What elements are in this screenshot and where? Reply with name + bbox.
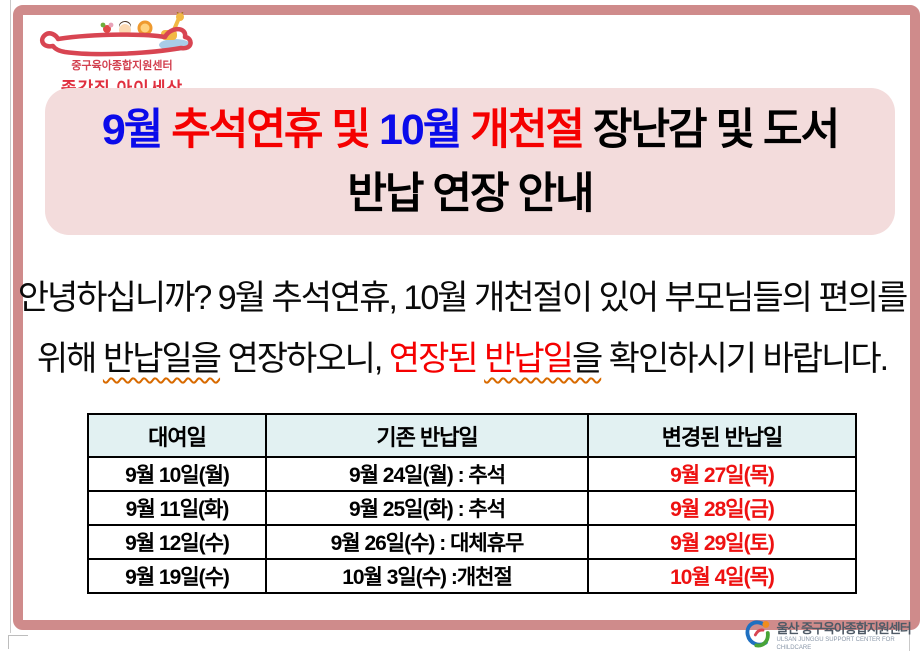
footer-center-subtitle: ULSAN JUNGGU SUPPORT CENTER FOR CHILDCAR… xyxy=(776,637,895,651)
greeting-highlight-wavy: 반납일 xyxy=(484,340,574,378)
cell-changed: 9월 28일(금) xyxy=(587,490,857,526)
mascot-boat-illustration xyxy=(40,10,193,57)
page-edge-line-right xyxy=(909,616,910,651)
cell-changed: 10월 4일(목) xyxy=(587,558,857,594)
cell-changed: 9월 29일(토) xyxy=(587,524,857,560)
greeting-line2-mid: 연장하오니, xyxy=(220,340,389,378)
page-corner-mark xyxy=(8,635,28,649)
title-segment-items: 장난감 및 도서 xyxy=(582,105,840,154)
cell-original: 9월 26일(수) : 대체휴무 xyxy=(265,524,589,560)
cell-rental: 9월 19일(수) xyxy=(87,558,267,594)
center-swirl-icon xyxy=(745,620,770,648)
table-row: 9월 11일(화) 9월 25일(화) : 추석 9월 28일(금) xyxy=(87,490,857,526)
greeting-line2-pre: 위해 xyxy=(36,340,103,378)
cell-rental: 9월 11일(화) xyxy=(87,490,267,526)
table-header-row: 대여일 기존 반납일 변경된 반납일 xyxy=(87,413,857,458)
cell-original: 10월 3일(수) :개천절 xyxy=(265,558,589,594)
header-original-return: 기존 반납일 xyxy=(265,413,589,458)
return-schedule-table: 대여일 기존 반납일 변경된 반납일 9월 10일(월) 9월 24일(월) :… xyxy=(87,413,857,594)
footer-text: 울산 중구육아종합지원센터 ULSAN JUNGGU SUPPORT CENTE… xyxy=(777,622,924,652)
footer-center-logo: 울산 중구육아종합지원센터 ULSAN JUNGGU SUPPORT CENTE… xyxy=(742,617,924,652)
header-rental-date: 대여일 xyxy=(87,413,267,458)
table-row: 9월 19일(수) 10월 3일(수) :개천절 10월 4일(목) xyxy=(87,558,857,594)
cell-rental: 9월 10일(월) xyxy=(87,456,267,492)
footer-center-name: 울산 중구육아종합지원센터 xyxy=(776,621,912,636)
greeting-line2-wavy: 반납일을 xyxy=(102,340,222,378)
title-banner: 9월 추석연휴 및 10월 개천절 장난감 및 도서 반납 연장 안내 xyxy=(45,88,895,235)
cell-changed: 9월 27일(목) xyxy=(587,456,857,492)
greeting-paragraph: 안녕하십니까? 9월 추석연휴, 10월 개천절이 있어 부모님들의 편의를 위… xyxy=(0,268,924,390)
cell-rental: 9월 12일(수) xyxy=(87,524,267,560)
title-segment-chuseok: 추석연휴 및 xyxy=(171,105,379,154)
title-segment-month9: 9월 xyxy=(101,105,172,154)
greeting-line-1: 안녕하십니까? 9월 추석연휴, 10월 개천절이 있어 부모님들의 편의를 xyxy=(17,279,909,317)
table-row: 9월 12일(수) 9월 26일(수) : 대체휴무 9월 29일(토) xyxy=(87,524,857,560)
title-line-1: 9월 추석연휴 및 10월 개천절 장난감 및 도서 xyxy=(101,98,840,162)
title-segment-gaecheonjeol: 개천절 xyxy=(470,105,585,154)
title-segment-month10: 10월 xyxy=(378,105,471,154)
page-edge-line xyxy=(10,0,11,633)
greeting-line2-post: 확인하시기 바랍니다. xyxy=(601,340,889,378)
greeting-line-2: 위해 반납일을 연장하오니, 연장된 반납일을 확인하시기 바랍니다. xyxy=(0,329,924,390)
greeting-particle: 을 xyxy=(571,340,603,378)
greeting-highlight: 연장된 xyxy=(388,340,485,378)
table-row: 9월 10일(월) 9월 24일(월) : 추석 9월 27일(목) xyxy=(87,456,857,492)
center-brand-logo: 중구육아종합지원센터 종갓집 아이세상 xyxy=(32,10,212,99)
title-line-2: 반납 연장 안내 xyxy=(347,169,594,218)
header-changed-return: 변경된 반납일 xyxy=(587,413,857,458)
cell-original: 9월 25일(화) : 추석 xyxy=(265,490,589,526)
cell-original: 9월 24일(월) : 추석 xyxy=(265,456,589,492)
brand-org-name: 중구육아종합지원센터 xyxy=(71,60,173,72)
